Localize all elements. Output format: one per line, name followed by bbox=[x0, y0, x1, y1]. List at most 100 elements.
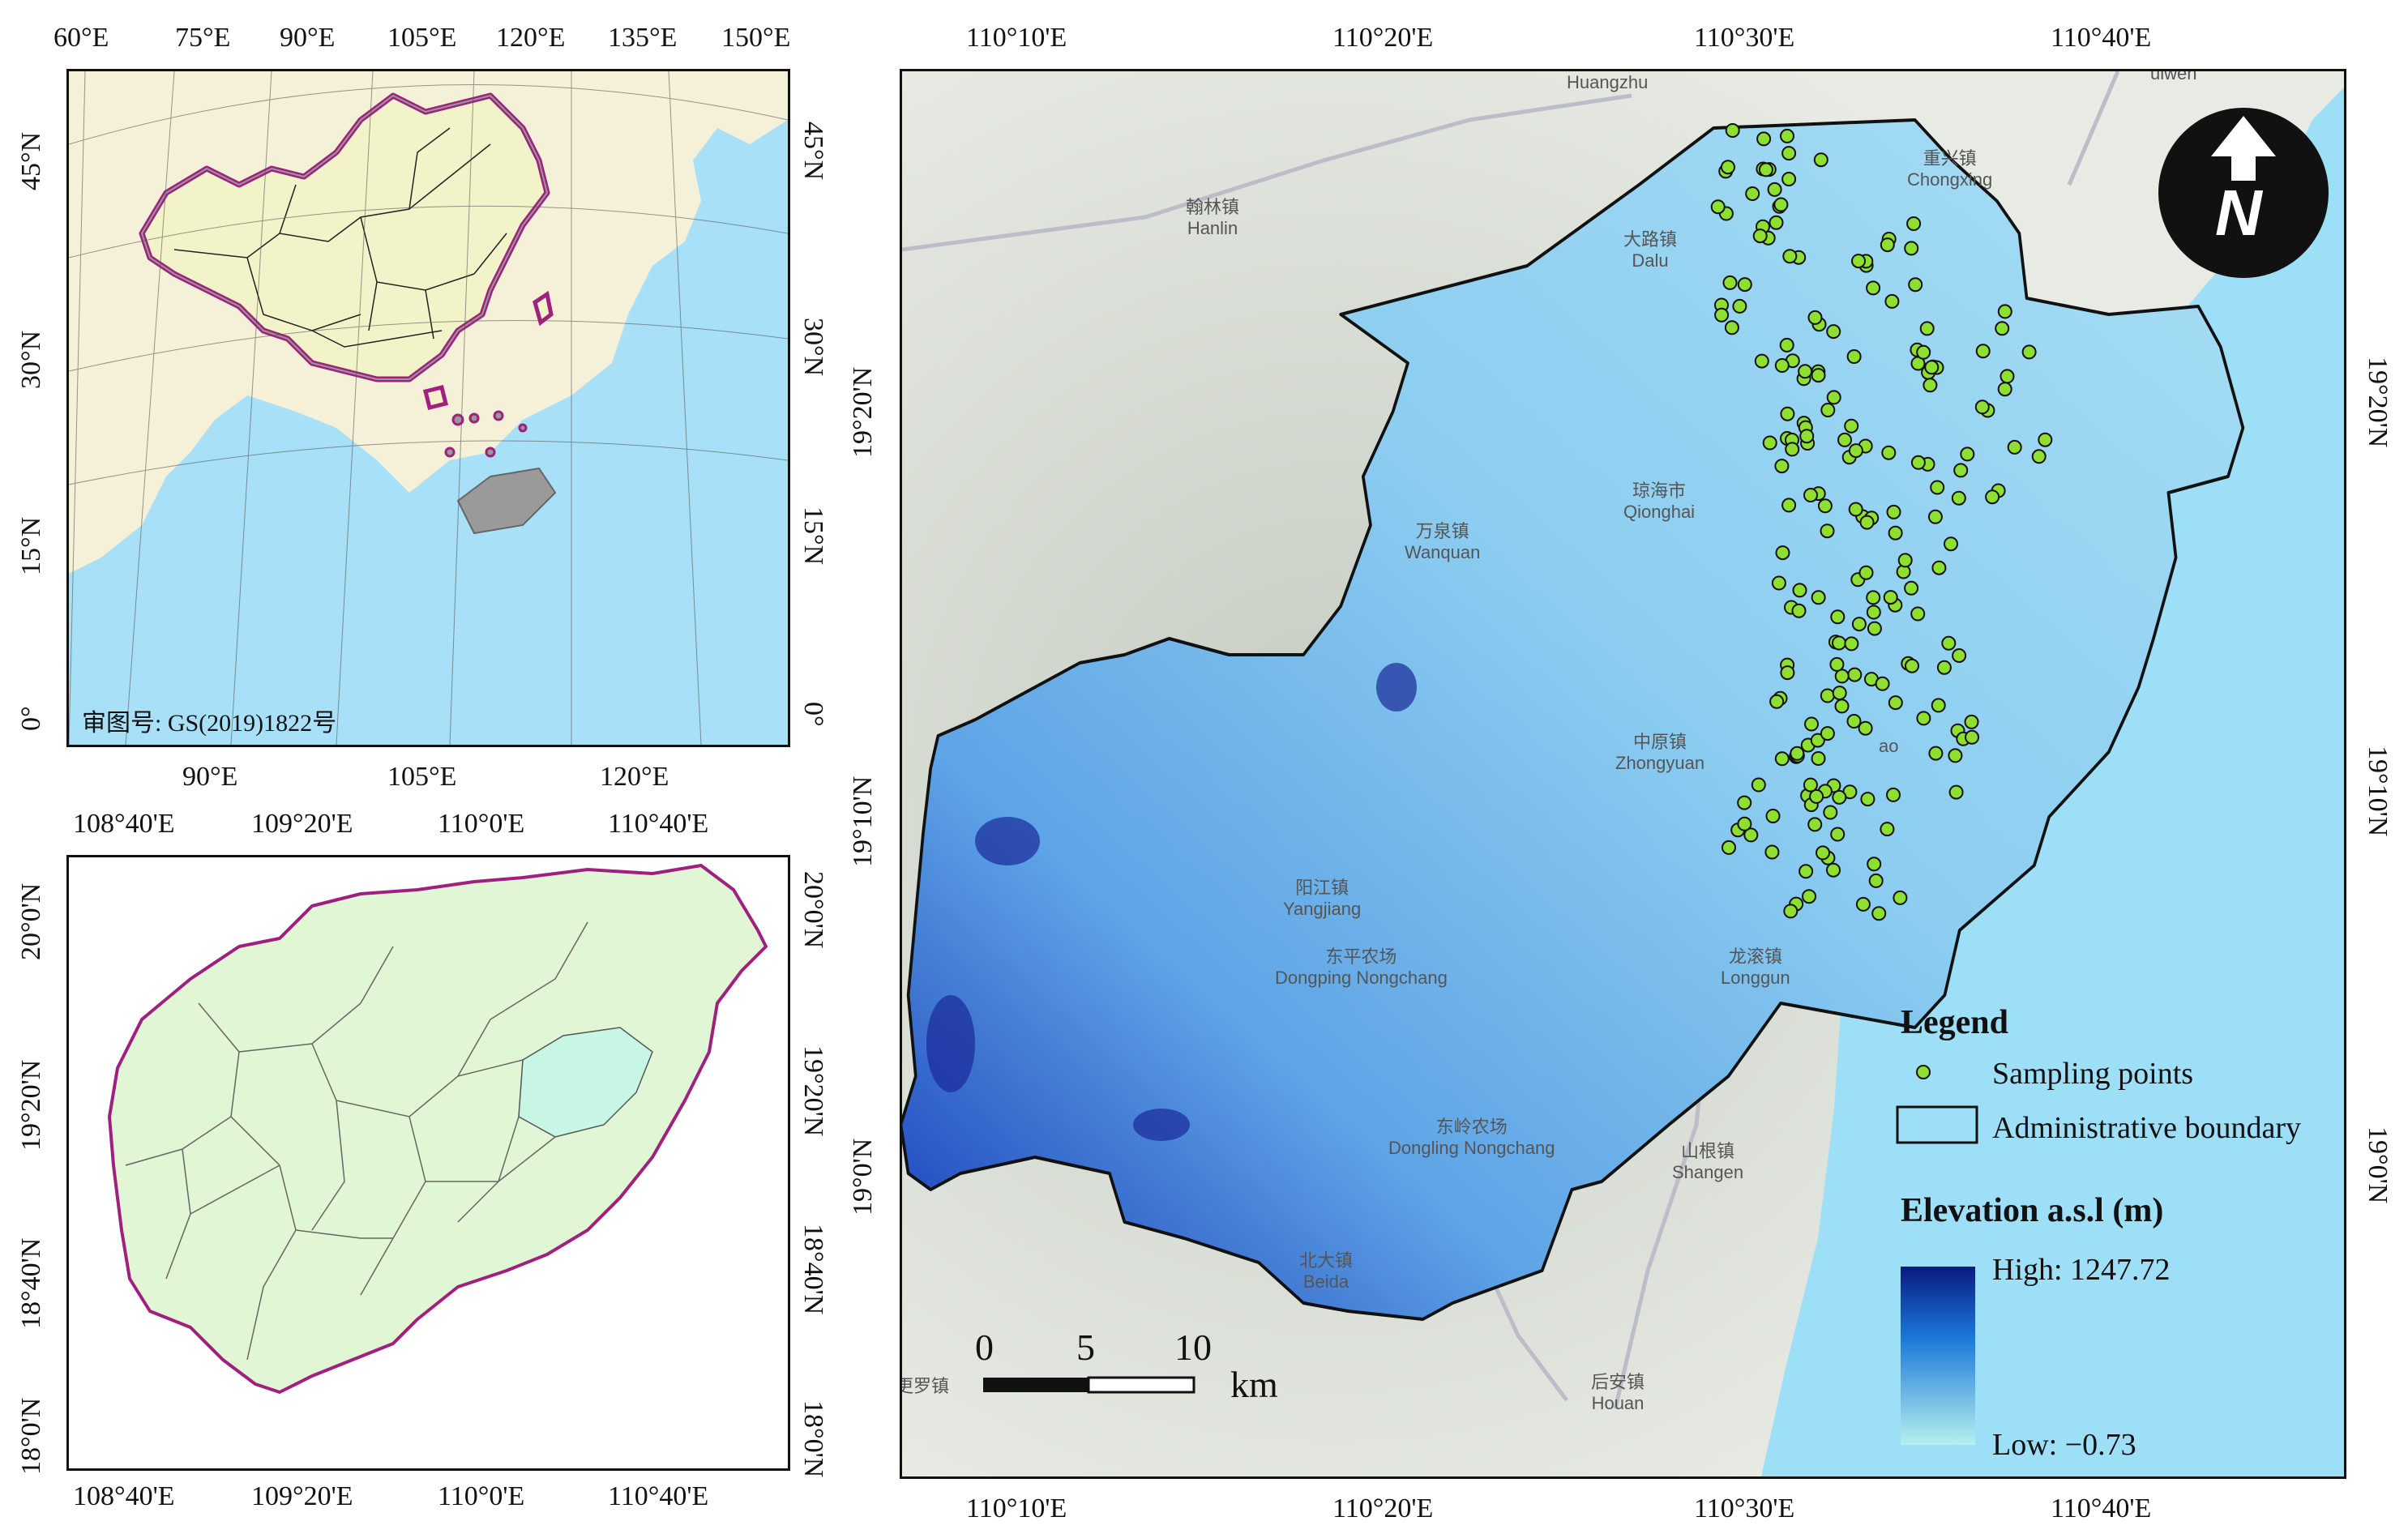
study-top-tick: 110°20'E bbox=[1332, 23, 1434, 53]
china-top-tick: 60°E bbox=[53, 23, 109, 53]
sampling-point-icon bbox=[1936, 660, 1952, 675]
hainan-left-tick: 20°0'N bbox=[16, 882, 46, 960]
sampling-point-icon bbox=[1820, 523, 1835, 539]
sampling-point-icon bbox=[1859, 515, 1875, 530]
hainan-bottom-tick: 109°20'E bbox=[251, 1481, 353, 1511]
sampling-point-icon bbox=[1781, 146, 1797, 161]
sampling-point-icon bbox=[1871, 906, 1887, 921]
sampling-point-icon bbox=[1799, 864, 1814, 879]
place-label: 翰林镇 Hanlin bbox=[1186, 197, 1239, 240]
sampling-point-icon bbox=[1880, 237, 1895, 253]
sampling-point-icon bbox=[1830, 827, 1846, 842]
hainan-bottom-tick: 108°40'E bbox=[73, 1481, 175, 1511]
sampling-point-icon bbox=[1866, 280, 1881, 296]
hainan-right-tick: 19°20'N bbox=[798, 1045, 828, 1137]
graticule bbox=[69, 71, 788, 745]
china-left-tick: 0° bbox=[16, 706, 46, 731]
sampling-point-icon bbox=[1710, 199, 1726, 215]
sampling-point-icon bbox=[1883, 590, 1898, 605]
sampling-point-icon bbox=[1974, 400, 1990, 415]
hainan-top-tick: 109°20'E bbox=[251, 809, 353, 839]
sampling-point-icon bbox=[1758, 162, 1773, 177]
sampling-point-icon bbox=[1931, 698, 1946, 713]
hainan-right-tick: 18°0'N bbox=[798, 1400, 828, 1478]
sampling-point-icon bbox=[1886, 787, 1901, 802]
sampling-point-icon bbox=[1737, 277, 1752, 293]
scale-label-5: 5 bbox=[1076, 1327, 1095, 1368]
sampling-point-icon bbox=[1773, 197, 1789, 212]
place-label: 北大镇 Beida bbox=[1299, 1250, 1353, 1293]
place-name-en: Beida bbox=[1302, 1271, 1349, 1293]
sampling-point-icon bbox=[1832, 789, 1847, 805]
legend-low-label: Low: −0.73 bbox=[1992, 1428, 2136, 1462]
place-label: 万泉镇 Wanquan bbox=[1405, 521, 1480, 564]
sampling-point-icon bbox=[1834, 669, 1850, 684]
sampling-point-swatch-icon bbox=[1916, 1065, 1931, 1079]
sampling-point-icon bbox=[1906, 216, 1922, 231]
sampling-point-icon bbox=[1811, 751, 1826, 766]
nine-dash-region bbox=[456, 467, 557, 535]
sampling-point-icon bbox=[1826, 390, 1841, 405]
sampling-point-icon bbox=[1888, 695, 1903, 711]
place-name-zh: 琼海市 bbox=[1632, 481, 1687, 501]
place-name-en: Yangjiang bbox=[1283, 899, 1362, 920]
hainan-map bbox=[66, 855, 790, 1471]
sampling-point-icon bbox=[1826, 324, 1841, 340]
sampling-point-icon bbox=[1785, 442, 1800, 457]
sampling-point-icon bbox=[1725, 123, 1740, 138]
study-bottom-tick: 110°40'E bbox=[2051, 1493, 2152, 1523]
sampling-point-icon bbox=[1804, 716, 1819, 732]
sampling-point-icon bbox=[1775, 545, 1790, 561]
china-top-tick: 75°E bbox=[175, 23, 231, 53]
sampling-point-icon bbox=[1848, 443, 1863, 459]
sampling-point-icon bbox=[1851, 254, 1866, 269]
sampling-point-icon bbox=[1722, 840, 1736, 855]
scale-label-10: 10 bbox=[1174, 1327, 1212, 1368]
sampling-point-icon bbox=[1948, 784, 1964, 800]
sampling-point-icon bbox=[1904, 241, 1919, 256]
study-left-tick: 19°10'N bbox=[848, 776, 878, 867]
place-name-zh: 阳江镇 bbox=[1295, 878, 1349, 898]
sampling-point-icon bbox=[1960, 447, 1975, 462]
sampling-point-icon bbox=[1762, 435, 1777, 451]
hainan-bottom-tick: 110°0'E bbox=[438, 1481, 525, 1511]
sampling-point-icon bbox=[1798, 364, 1813, 379]
sampling-point-icon bbox=[1803, 777, 1818, 793]
sampling-point-icon bbox=[1780, 665, 1795, 681]
study-area-canvas bbox=[902, 71, 2344, 1476]
sampling-point-icon bbox=[1737, 816, 1752, 831]
place-name-zh: 后安镇 bbox=[1591, 1372, 1645, 1392]
sampling-point-icon bbox=[1866, 605, 1881, 620]
sampling-point-icon bbox=[1868, 873, 1884, 888]
sampling-point-icon bbox=[1867, 857, 1882, 872]
province-boundaries bbox=[173, 127, 507, 348]
legend-elevation-title: Elevation a.s.l (m) bbox=[1901, 1192, 2164, 1229]
sampling-point-icon bbox=[1722, 275, 1738, 290]
sampling-point-icon bbox=[1886, 504, 1901, 519]
place-label: 黄竹镇Huangzhu bbox=[1567, 71, 1648, 94]
study-left-tick: 19°20'N bbox=[848, 366, 878, 458]
taiwan-shape bbox=[532, 290, 554, 327]
sampling-point-icon bbox=[1888, 525, 1903, 541]
sampling-point-icon bbox=[1823, 805, 1838, 820]
place-name-en: Qionghai bbox=[1623, 502, 1696, 523]
sampling-point-icon bbox=[1745, 186, 1760, 201]
place-label: 阳江镇 Yangjiang bbox=[1283, 878, 1361, 921]
sampling-point-icon bbox=[1779, 337, 1794, 353]
study-bottom-tick: 110°20'E bbox=[1332, 1493, 1434, 1523]
sampling-point-icon bbox=[1752, 229, 1768, 244]
sampling-point-icon bbox=[1803, 488, 1818, 502]
sampling-point-icon bbox=[1964, 714, 1979, 729]
china-left-tick: 45°N bbox=[16, 131, 46, 190]
sampling-point-icon bbox=[1931, 560, 1947, 575]
sampling-point-icon bbox=[1904, 580, 1919, 596]
sampling-point-icon bbox=[2007, 439, 2022, 455]
sampling-point-icon bbox=[1811, 368, 1826, 383]
sampling-point-icon bbox=[1809, 788, 1824, 804]
study-top-tick: 110°30'E bbox=[1694, 23, 1795, 53]
legend-title: Legend bbox=[1901, 1004, 2009, 1041]
sampling-point-icon bbox=[1860, 792, 1876, 807]
study-bottom-tick: 110°30'E bbox=[1694, 1493, 1795, 1523]
study-bottom-tick: 110°10'E bbox=[966, 1493, 1067, 1523]
sampling-point-icon bbox=[1916, 711, 1931, 726]
